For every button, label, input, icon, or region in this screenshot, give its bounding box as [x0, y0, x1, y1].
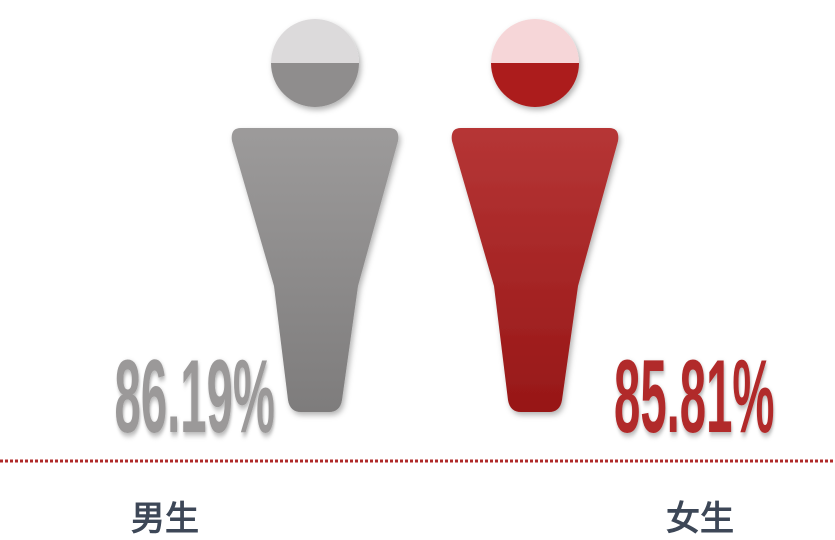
value-label: 86.19%: [115, 339, 275, 455]
head-bottom: [491, 63, 579, 107]
head-top: [271, 19, 359, 63]
body-shade: [451, 128, 619, 412]
body-shade: [231, 128, 399, 412]
head-top: [491, 19, 579, 63]
category-label: 女生: [666, 499, 734, 539]
category-label: 男生: [131, 499, 199, 539]
person-icon: [451, 19, 619, 412]
value-label: 85.81%: [614, 339, 774, 455]
head-bottom: [271, 63, 359, 107]
person-icon: [231, 19, 399, 412]
